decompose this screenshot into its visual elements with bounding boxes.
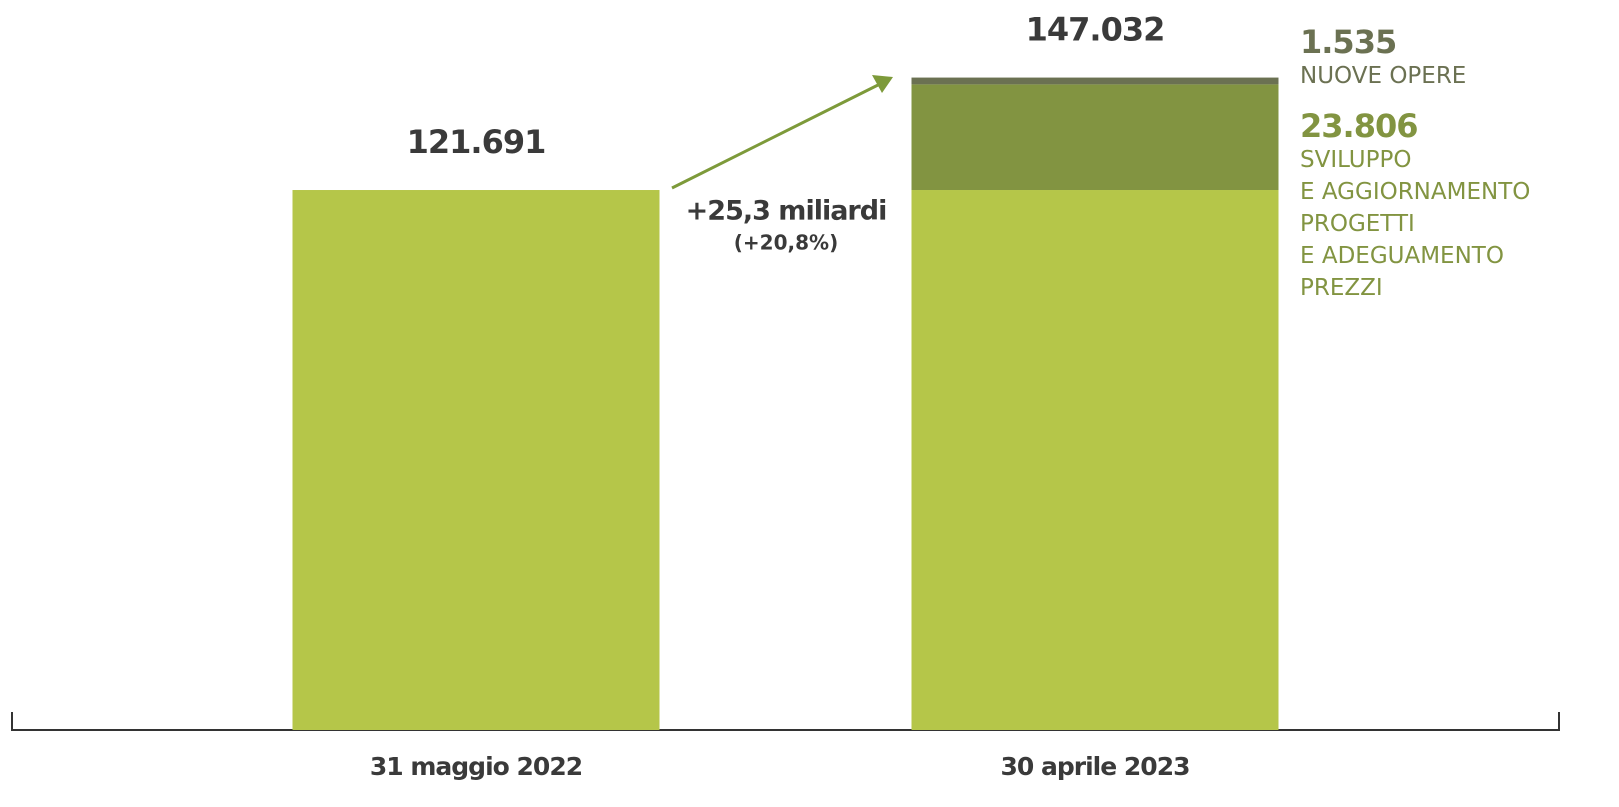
segment-value-label: 1.535 [1300,23,1397,61]
annotation: +25,3 miliardi [686,196,887,227]
annotation: (+20,8%) [734,231,838,255]
legend-entry: 23.806 SVILUPPO E AGGIORNAMENTO PROGETTI … [1300,108,1530,304]
legend-entry: 1.535 NUOVE OPERE [1300,24,1530,92]
bar-segment [911,84,1279,191]
segment-value-label: 23.806 [1300,107,1418,145]
x-axis [11,712,1560,731]
bar-segment [292,190,660,730]
legend: 1.535 NUOVE OPERE 23.806 SVILUPPO E AGGIORN… [1300,24,1530,304]
total-label: 121.691 [407,123,546,161]
arrow-line [671,82,881,190]
total-label: 147.032 [1026,11,1165,49]
x-tick-label: 31 maggio 2022 [370,752,582,781]
bar-segment [911,77,1279,85]
x-tick-label: 30 aprile 2023 [1001,752,1190,781]
legend-label: SVILUPPO E AGGIORNAMENTO PROGETTI E ADEG… [1300,147,1531,301]
legend-label: NUOVE OPERE [1300,63,1467,89]
arrow-head [872,75,893,93]
bar-segment [911,190,1279,730]
